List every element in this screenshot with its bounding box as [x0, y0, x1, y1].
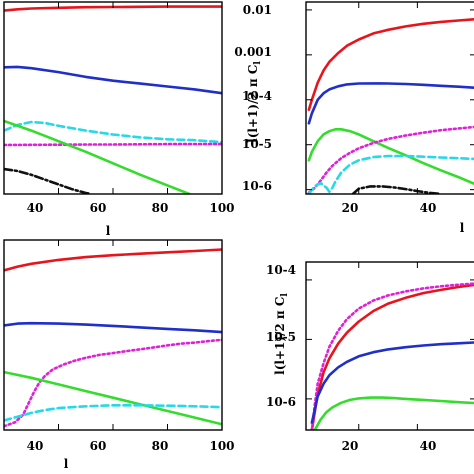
panel-3-series-line-1 [4, 248, 222, 272]
panel-2-series-line-6 [351, 185, 443, 194]
panel-3-series-line-2 [4, 321, 222, 334]
panel-1-series-line-5 [4, 119, 191, 194]
panel-2-x-tick-label: 20 [342, 201, 359, 215]
panel-4-x-tick-label: 20 [342, 439, 359, 453]
panel-2-y-tick-label: 0.001 [234, 45, 272, 59]
panel-2-y-tick-label: 10-5 [242, 137, 272, 151]
panel-4-plot-area [305, 261, 474, 431]
panel-3-series-line-4 [4, 370, 222, 426]
panel-1-series-line-2 [4, 65, 222, 95]
panel-2-series-line-2 [307, 82, 474, 125]
panel-4-y-axis-label-subscript: l [280, 293, 290, 297]
panel-2-x-axis-label: l [460, 221, 465, 235]
panel-4-y-axis-label: l(l+1)/2 π C [273, 297, 287, 375]
panel-2-x-tick-label: 40 [420, 201, 437, 215]
panel-1-series-line-1 [4, 5, 222, 12]
panel-3-series-line-5 [4, 404, 222, 422]
panel-2-y-axis-label-subscript: l [253, 61, 263, 65]
panel-4-series-line-3 [310, 341, 474, 424]
panel-3-frame [3, 239, 223, 431]
panel-3-x-axis-label: l [64, 457, 69, 471]
panel-bottom-right: 10-4 10-5 10-6 20 40 l(l+1)/2 π Cl [266, 263, 436, 453]
panel-2-y-tick-label: 0.01 [243, 3, 272, 17]
panel-2-series-line-4 [307, 125, 474, 194]
panel-1-x-tick-label: 80 [152, 201, 169, 215]
panel-3-x-tick-label: 100 [209, 439, 234, 453]
panel-3-x-tick-label: 40 [27, 439, 44, 453]
panel-4-y-tick-label: 10-5 [266, 330, 296, 344]
panel-4-y-tick-label: 10-6 [266, 395, 296, 409]
panel-bottom-left: 40 60 80 100 l [27, 439, 235, 471]
panel-2-y-axis-label: l(l+1)/2 π C [246, 65, 260, 143]
panel-top-right: 0.01 0.001 10-4 10-5 10-6 20 40 l l(l+1)… [234, 3, 464, 235]
panel-1-series-line-6 [4, 167, 93, 194]
panel-1-x-tick-label: 100 [209, 201, 234, 215]
panel-2-y-tick-label: 10-6 [242, 179, 272, 193]
panel-2-series-line-1 [307, 18, 474, 111]
panel-1-frame [3, 1, 223, 195]
panel-2-series-line-5 [307, 154, 474, 194]
panel-1-series-line-3 [4, 120, 222, 144]
panel-4-frame [305, 261, 474, 431]
panel-4-series-line-4 [313, 396, 474, 430]
panel-1-series-line-4 [4, 142, 222, 147]
panel-4-series-line-2 [310, 282, 474, 430]
panel-top-left: 40 60 80 100 l [27, 201, 235, 238]
svg-text:l(l+1)/2 π Cl: l(l+1)/2 π Cl [273, 293, 290, 375]
panel-1-x-tick-label: 40 [27, 201, 44, 215]
panel-1-plot-area [3, 1, 223, 195]
panel-3-series-line-3 [4, 338, 222, 428]
panel-4-x-tick-label: 40 [420, 439, 437, 453]
panel-3-x-tick-label: 80 [152, 439, 169, 453]
panel-1-x-tick-label: 60 [90, 201, 107, 215]
panel-2-frame [305, 1, 474, 195]
panel-4-series-line-1 [310, 283, 474, 430]
panel-1-x-axis-label: l [106, 224, 111, 238]
panel-2-y-tick-label: 10-4 [242, 89, 272, 103]
panel-4-y-tick-label: 10-4 [266, 263, 296, 277]
panel-2-series-line-3 [307, 128, 474, 186]
panel-2-plot-area [305, 1, 474, 195]
panel-3-x-tick-label: 60 [90, 439, 107, 453]
panel-3-plot-area [3, 239, 223, 431]
svg-text:l(l+1)/2 π Cl: l(l+1)/2 π Cl [246, 61, 263, 143]
